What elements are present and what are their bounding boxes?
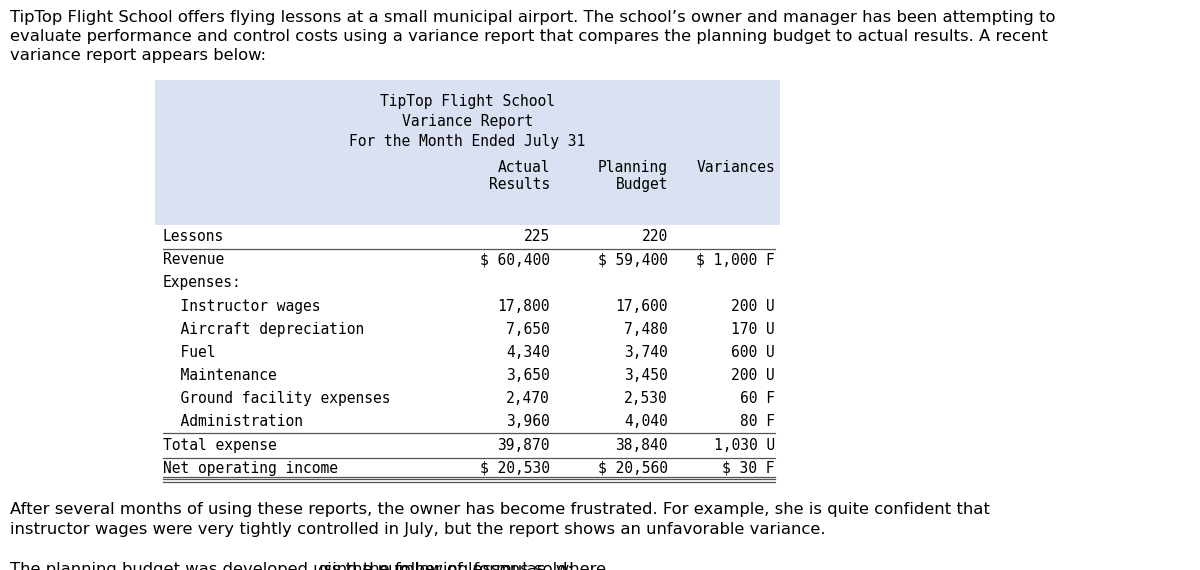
Text: 1,030 U: 1,030 U [714,438,775,453]
Text: 600 U: 600 U [731,345,775,360]
Text: 39,870: 39,870 [498,438,550,453]
Text: $ 60,400: $ 60,400 [480,252,550,267]
Bar [155,80,780,225]
Text: Budget: Budget [616,177,668,192]
Bar [155,225,780,480]
Text: 170 U: 170 U [731,321,775,337]
Text: Total expense: Total expense [163,438,277,453]
Text: 80 F: 80 F [740,414,775,429]
Text: 7,480: 7,480 [624,321,668,337]
Text: 4,040: 4,040 [624,414,668,429]
Text: 2,530: 2,530 [624,391,668,406]
Text: Ground facility expenses: Ground facility expenses [163,391,390,406]
Text: 17,800: 17,800 [498,299,550,314]
Text: $ 30 F: $ 30 F [722,461,775,476]
Text: After several months of using these reports, the owner has become frustrated. Fo: After several months of using these repo… [10,502,990,517]
Text: TipTop Flight School offers flying lessons at a small municipal airport. The sch: TipTop Flight School offers flying lesso… [10,10,1056,25]
Text: q: q [317,562,328,570]
Text: Expenses:: Expenses: [163,275,241,290]
Text: Aircraft depreciation: Aircraft depreciation [163,321,365,337]
Text: $ 59,400: $ 59,400 [598,252,668,267]
Text: 220: 220 [642,229,668,244]
Text: Instructor wages: Instructor wages [163,299,320,314]
Text: 200 U: 200 U [731,299,775,314]
Text: Variance Report: Variance Report [402,114,533,129]
Text: Maintenance: Maintenance [163,368,277,383]
Text: Results: Results [488,177,550,192]
Text: Administration: Administration [163,414,302,429]
Text: The planning budget was developed using the following formulas, where: The planning budget was developed using … [10,562,611,570]
Text: Lessons: Lessons [163,229,224,244]
Text: 3,450: 3,450 [624,368,668,383]
Text: 2,470: 2,470 [506,391,550,406]
Text: is the number of lessons sold:: is the number of lessons sold: [322,562,572,570]
Text: TipTop Flight School: TipTop Flight School [380,94,554,109]
Text: 225: 225 [523,229,550,244]
Text: 200 U: 200 U [731,368,775,383]
Text: Net operating income: Net operating income [163,461,338,476]
Text: $ 20,530: $ 20,530 [480,461,550,476]
Text: Actual: Actual [498,160,550,175]
Text: evaluate performance and control costs using a variance report that compares the: evaluate performance and control costs u… [10,29,1048,44]
Text: 3,960: 3,960 [506,414,550,429]
Text: Variances: Variances [696,160,775,175]
Text: 4,340: 4,340 [506,345,550,360]
Text: instructor wages were very tightly controlled in July, but the report shows an u: instructor wages were very tightly contr… [10,522,826,537]
Text: 17,600: 17,600 [616,299,668,314]
Text: 3,740: 3,740 [624,345,668,360]
Text: Revenue: Revenue [163,252,224,267]
Text: 60 F: 60 F [740,391,775,406]
Text: 38,840: 38,840 [616,438,668,453]
Text: 3,650: 3,650 [506,368,550,383]
Text: For the Month Ended July 31: For the Month Ended July 31 [349,134,586,149]
Text: Fuel: Fuel [163,345,216,360]
Text: Planning: Planning [598,160,668,175]
Text: $ 20,560: $ 20,560 [598,461,668,476]
Text: $ 1,000 F: $ 1,000 F [696,252,775,267]
Text: 7,650: 7,650 [506,321,550,337]
Text: variance report appears below:: variance report appears below: [10,48,266,63]
